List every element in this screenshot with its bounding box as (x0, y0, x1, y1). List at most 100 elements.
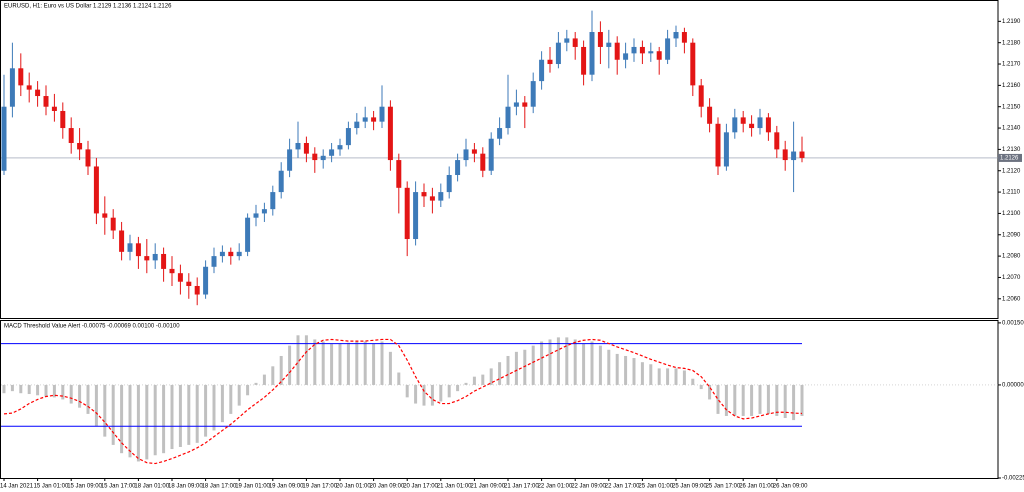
signal-line (3, 338, 803, 465)
histogram-bar (237, 384, 241, 406)
y-tick-label: 1.2070 (1002, 275, 1021, 281)
candle-body (404, 187, 410, 240)
candle-body (589, 32, 595, 75)
candle-body (110, 217, 116, 231)
candle-body (211, 256, 217, 267)
histogram-bar (666, 368, 670, 385)
histogram-bar (775, 384, 779, 416)
y-tick-label: 1.2160 (1002, 83, 1021, 89)
candle-body (513, 102, 519, 107)
histogram-bar (430, 384, 434, 406)
candle-body (60, 110, 66, 129)
candle-body (219, 251, 225, 257)
candle-body (732, 117, 738, 133)
histogram-bar (397, 372, 401, 385)
histogram-bar (388, 351, 392, 385)
x-tick-label: 25 Jan 17:00 (706, 484, 741, 490)
candle-body (43, 96, 49, 107)
histogram-bar (36, 384, 40, 396)
x-tick-label: 15 Jan 17:00 (101, 484, 136, 490)
histogram-bar (19, 384, 23, 394)
histogram-bar (456, 384, 460, 392)
candle-body (631, 46, 637, 54)
candle-body (245, 217, 251, 252)
candle-body (127, 243, 133, 252)
histogram-bar (27, 384, 31, 395)
histogram-bar (699, 384, 703, 390)
x-tick-label: 22 Jan 01:00 (538, 484, 573, 490)
histogram-bar (44, 384, 48, 397)
candle-body (782, 149, 788, 161)
candle-body (161, 253, 167, 269)
candle-body (765, 117, 771, 133)
histogram-bar (447, 384, 451, 398)
y-tick-label: 1.2060 (1002, 296, 1021, 302)
histogram-bar (271, 366, 275, 385)
candle-body (253, 213, 259, 218)
candle-body (203, 266, 209, 295)
histogram-bar (10, 384, 14, 392)
histogram-bar (682, 370, 686, 385)
candle-body (648, 51, 654, 54)
candle-body (505, 106, 511, 129)
candle-body (152, 253, 158, 261)
histogram-bar (220, 384, 224, 423)
candle-body (177, 273, 183, 282)
candle-body (438, 192, 444, 201)
candle-body (261, 209, 267, 214)
histogram-bar (380, 341, 384, 385)
x-tick-label: 14 Jan 2021 (0, 484, 34, 490)
candle-body (757, 117, 763, 129)
y-tick-label: -0.00225 (1002, 476, 1024, 482)
y-tick-label: 1.2110 (1002, 190, 1021, 196)
histogram-bar (750, 384, 754, 416)
histogram-bar (288, 345, 292, 385)
histogram-bar (279, 355, 283, 385)
candle-body (119, 230, 125, 252)
candle-body (480, 153, 486, 171)
candle-body (455, 160, 461, 176)
histogram-bar (783, 384, 787, 419)
histogram-bar (716, 384, 720, 414)
candle-body (51, 106, 57, 111)
histogram-bar (540, 341, 544, 385)
candle-body (396, 160, 402, 188)
histogram-bar (111, 384, 115, 445)
x-tick-label: 21 Jan 17:00 (504, 484, 539, 490)
histogram-bar (439, 384, 443, 402)
x-tick-label: 19 Jan 17:00 (302, 484, 337, 490)
price-label: 1.2126 (1000, 156, 1019, 162)
candle-body (421, 192, 427, 197)
histogram-bar (724, 384, 728, 416)
x-tick-label: 25 Jan 09:00 (672, 484, 707, 490)
candle-body (723, 132, 729, 167)
histogram-bar (640, 362, 644, 385)
histogram-bar (548, 339, 552, 385)
x-tick-label: 18 Jan 17:00 (202, 484, 237, 490)
candle-body (303, 142, 309, 154)
histogram-bar (212, 384, 216, 431)
x-tick-label: 19 Jan 01:00 (235, 484, 270, 490)
histogram-bar (632, 358, 636, 385)
histogram-bar (145, 384, 149, 460)
histogram-bar (103, 384, 107, 437)
candle-body (606, 42, 612, 47)
histogram-bar (372, 343, 376, 385)
y-tick-label: 1.2180 (1002, 40, 1021, 46)
histogram-bar (86, 384, 90, 414)
candle-body (698, 85, 704, 107)
candle-body (362, 117, 368, 122)
histogram-bar (649, 364, 653, 385)
candle-body (320, 155, 326, 161)
histogram-bar (304, 335, 308, 385)
histogram-bar (52, 384, 56, 398)
histogram-bar (691, 378, 695, 385)
histogram-bar (481, 374, 485, 385)
candle-body (673, 32, 679, 39)
histogram-bar (178, 384, 182, 447)
candle-body (581, 46, 587, 75)
y-tick-label: 1.2170 (1002, 62, 1021, 68)
price-label-box (998, 153, 1022, 162)
candle-body (623, 53, 629, 60)
candle-body (564, 38, 570, 43)
